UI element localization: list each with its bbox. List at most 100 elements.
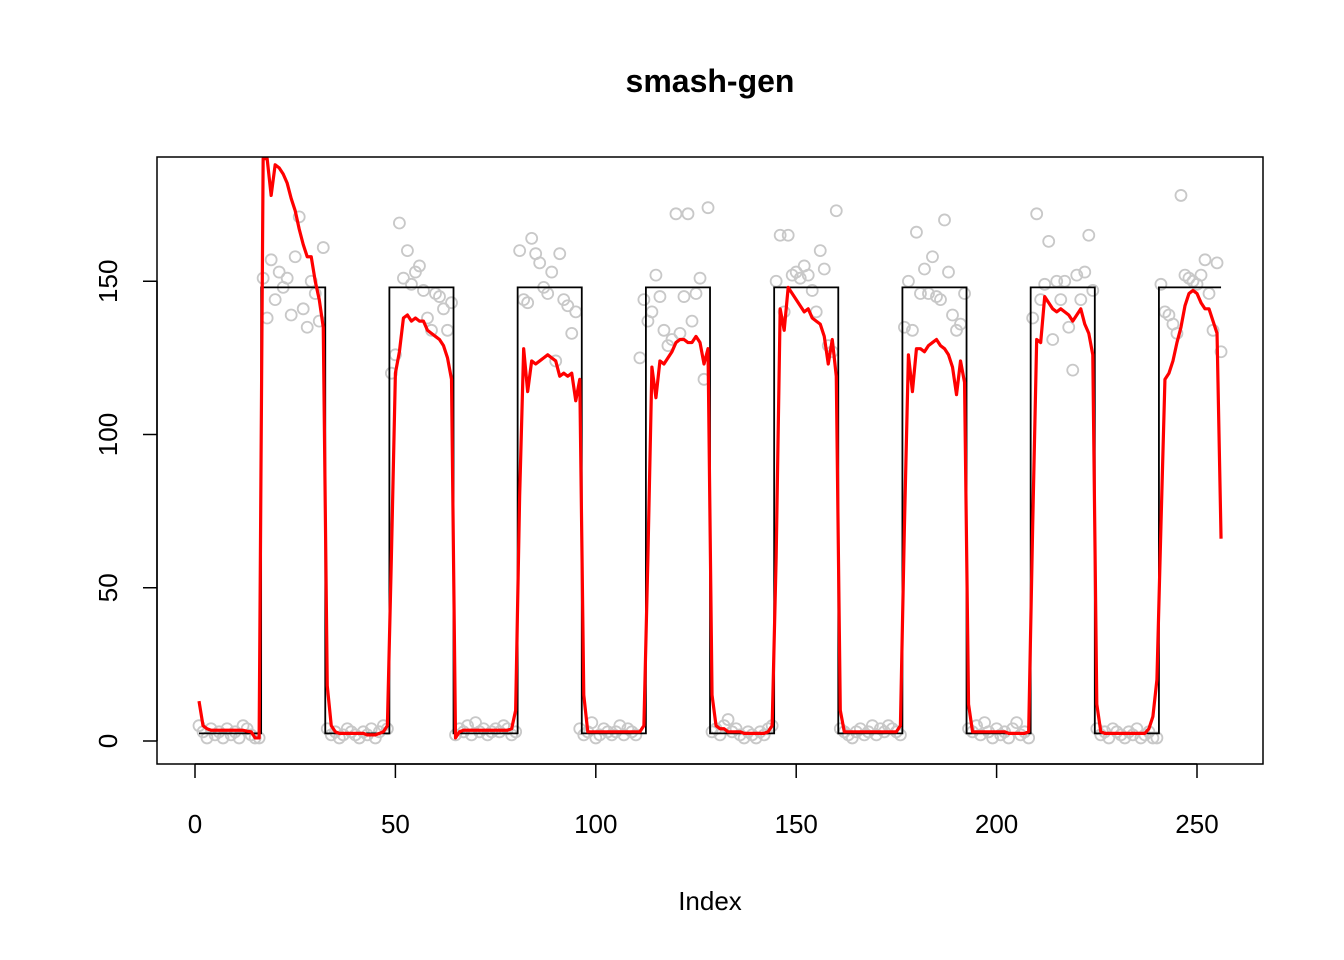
data-point bbox=[817, 262, 831, 276]
data-point bbox=[1046, 333, 1060, 346]
data-point bbox=[918, 262, 931, 276]
data-point bbox=[805, 284, 819, 297]
data-point bbox=[316, 241, 330, 254]
x-tick-label: 150 bbox=[775, 809, 818, 839]
x-axis-label: Index bbox=[678, 886, 742, 916]
data-point bbox=[685, 314, 699, 328]
data-point bbox=[421, 311, 434, 325]
data-point bbox=[288, 250, 302, 264]
data-point bbox=[405, 277, 418, 291]
estimate-line-layer bbox=[197, 157, 1223, 740]
data-point bbox=[569, 305, 583, 319]
data-point bbox=[284, 308, 298, 322]
data-point bbox=[653, 290, 667, 303]
y-axis: 0 50 100 150 bbox=[93, 260, 158, 748]
x-tick-label: 100 bbox=[574, 809, 617, 839]
data-point bbox=[633, 351, 647, 365]
data-point bbox=[272, 265, 286, 279]
data-point bbox=[393, 216, 406, 230]
data-point bbox=[669, 207, 683, 221]
data-point bbox=[1054, 293, 1068, 307]
data-point bbox=[264, 253, 278, 267]
data-point bbox=[942, 265, 955, 279]
data-point bbox=[565, 326, 579, 340]
estimate-line bbox=[197, 157, 1223, 740]
data-point bbox=[934, 293, 947, 307]
data-point bbox=[1078, 265, 1092, 279]
data-point bbox=[773, 228, 787, 242]
data-point bbox=[561, 299, 575, 313]
data-point bbox=[513, 244, 527, 258]
data-point bbox=[300, 320, 314, 334]
data-point bbox=[268, 293, 282, 307]
data-point bbox=[413, 259, 426, 273]
data-point bbox=[894, 728, 907, 742]
x-axis: 0 50 100 150 200 250 bbox=[188, 763, 1219, 839]
data-point bbox=[701, 201, 715, 215]
data-point bbox=[1066, 363, 1080, 377]
data-point bbox=[906, 323, 919, 337]
data-point bbox=[938, 213, 951, 227]
data-point bbox=[1150, 731, 1164, 745]
data-point bbox=[629, 728, 643, 742]
data-point bbox=[1042, 235, 1056, 248]
data-point bbox=[1086, 284, 1100, 297]
data-point bbox=[1154, 277, 1168, 291]
y-tick-label: 150 bbox=[93, 260, 123, 303]
data-point bbox=[437, 302, 450, 316]
data-point bbox=[441, 323, 454, 337]
data-point bbox=[1146, 731, 1160, 745]
data-point bbox=[509, 725, 523, 739]
data-point bbox=[1030, 207, 1044, 221]
x-tick-label: 250 bbox=[1175, 809, 1218, 839]
data-point bbox=[649, 268, 663, 282]
data-point bbox=[689, 287, 703, 300]
data-point bbox=[1174, 189, 1188, 202]
data-point bbox=[1062, 320, 1076, 334]
data-point bbox=[958, 287, 971, 300]
data-point bbox=[280, 271, 294, 285]
data-point bbox=[781, 228, 795, 242]
data-point bbox=[1198, 253, 1212, 267]
data-point bbox=[417, 284, 430, 297]
data-point bbox=[1010, 716, 1024, 730]
data-point bbox=[693, 271, 707, 285]
x-tick-label: 0 bbox=[188, 809, 202, 839]
data-point bbox=[645, 305, 659, 319]
data-point bbox=[1082, 228, 1096, 242]
y-tick-label: 50 bbox=[93, 573, 123, 602]
data-point bbox=[902, 274, 915, 288]
data-point bbox=[974, 728, 987, 742]
data-point bbox=[1070, 268, 1084, 282]
data-point bbox=[673, 326, 687, 340]
data-point bbox=[1026, 311, 1040, 325]
data-point bbox=[926, 250, 939, 264]
chart-title: smash-gen bbox=[626, 63, 795, 99]
data-point bbox=[1074, 293, 1088, 307]
data-point bbox=[1214, 345, 1228, 359]
data-point bbox=[445, 296, 458, 310]
data-point bbox=[1194, 268, 1208, 282]
data-point bbox=[769, 274, 783, 288]
y-tick-label: 0 bbox=[93, 734, 123, 748]
x-tick-label: 50 bbox=[381, 809, 410, 839]
data-point bbox=[1210, 256, 1224, 270]
data-point bbox=[1058, 274, 1072, 288]
data-point bbox=[397, 271, 410, 285]
data-point bbox=[545, 265, 559, 279]
data-point bbox=[296, 302, 310, 316]
y-tick-label: 100 bbox=[93, 413, 123, 456]
data-point bbox=[401, 244, 414, 258]
data-point bbox=[637, 293, 651, 307]
data-point bbox=[232, 731, 246, 745]
data-point bbox=[801, 268, 815, 282]
data-point bbox=[433, 290, 446, 303]
data-point bbox=[721, 713, 735, 726]
data-point bbox=[898, 320, 911, 334]
data-point bbox=[1038, 277, 1052, 291]
data-point bbox=[1202, 287, 1216, 300]
x-tick-label: 200 bbox=[975, 809, 1018, 839]
data-point bbox=[681, 207, 695, 221]
